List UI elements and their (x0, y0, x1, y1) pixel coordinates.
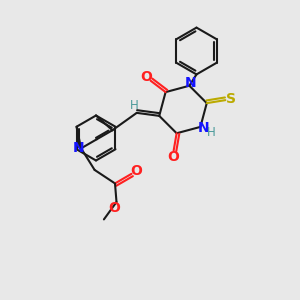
Text: N: N (185, 76, 197, 90)
Text: N: N (198, 122, 209, 135)
Text: O: O (167, 150, 179, 164)
Text: H: H (207, 126, 216, 139)
Text: O: O (130, 164, 142, 178)
Text: O: O (108, 201, 120, 215)
Text: N: N (72, 141, 84, 155)
Text: H: H (130, 99, 139, 112)
Text: O: O (140, 70, 152, 84)
Text: S: S (226, 92, 236, 106)
